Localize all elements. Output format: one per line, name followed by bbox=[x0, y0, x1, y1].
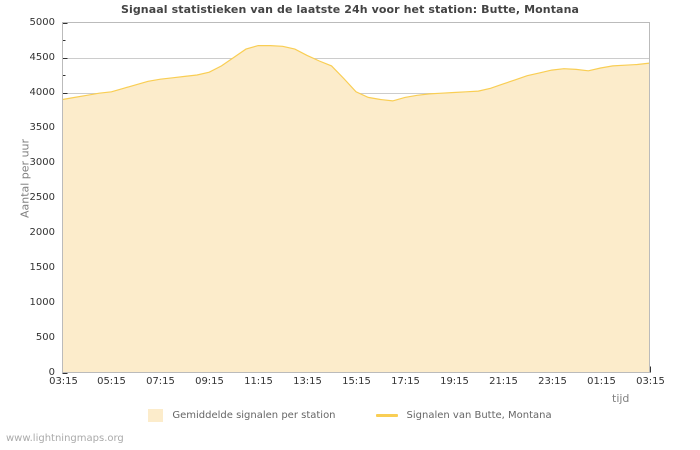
y-tick-label: 4000 bbox=[29, 86, 55, 98]
chart-title: Signaal statistieken van de laatste 24h … bbox=[120, 3, 580, 16]
x-tick-label: 03:15 bbox=[636, 376, 665, 387]
y-tick-label: 3000 bbox=[29, 156, 55, 168]
x-tick-label: 19:15 bbox=[440, 376, 469, 387]
x-tick-label: 15:15 bbox=[342, 376, 371, 387]
x-tick-label: 01:15 bbox=[587, 376, 616, 387]
plot-frame bbox=[62, 22, 650, 373]
x-tick-label: 03:15 bbox=[49, 376, 78, 387]
y-tick-label: 3500 bbox=[29, 121, 55, 133]
area-series-gemiddelde-signalen bbox=[62, 45, 650, 373]
x-axis-label: tijd bbox=[612, 392, 630, 405]
y-tick-label: 4500 bbox=[29, 51, 55, 63]
watermark: www.lightningmaps.org bbox=[6, 433, 124, 444]
x-tick-label: 07:15 bbox=[146, 376, 175, 387]
y-tick-label: 2000 bbox=[29, 226, 55, 238]
x-tick-label: 11:15 bbox=[244, 376, 273, 387]
legend-item-station-label: Signalen van Butte, Montana bbox=[406, 410, 552, 421]
y-tick-label: 2500 bbox=[29, 191, 55, 203]
x-tick-label: 13:15 bbox=[293, 376, 322, 387]
x-tick-label: 09:15 bbox=[195, 376, 224, 387]
y-tick-label: 5000 bbox=[29, 16, 55, 28]
y-tick-label: 1000 bbox=[29, 296, 55, 308]
x-tick-label: 23:15 bbox=[538, 376, 567, 387]
line-series-butte-montana bbox=[62, 45, 650, 102]
legend-item-average[interactable]: Gemiddelde signalen per station bbox=[148, 409, 336, 422]
x-tick-label: 17:15 bbox=[391, 376, 420, 387]
x-tick-label: 21:15 bbox=[489, 376, 518, 387]
x-tick-label: 05:15 bbox=[97, 376, 126, 387]
y-tick-label: 1500 bbox=[29, 261, 55, 273]
legend-item-station[interactable]: Signalen van Butte, Montana bbox=[375, 410, 552, 421]
legend-area-swatch-icon bbox=[148, 409, 164, 422]
chart-legend: Gemiddelde signalen per station Signalen… bbox=[0, 409, 700, 422]
y-tick-label: 0 bbox=[48, 366, 55, 378]
legend-item-average-label: Gemiddelde signalen per station bbox=[172, 410, 336, 421]
legend-line-swatch-icon bbox=[375, 414, 398, 417]
y-tick-label: 500 bbox=[35, 331, 55, 343]
